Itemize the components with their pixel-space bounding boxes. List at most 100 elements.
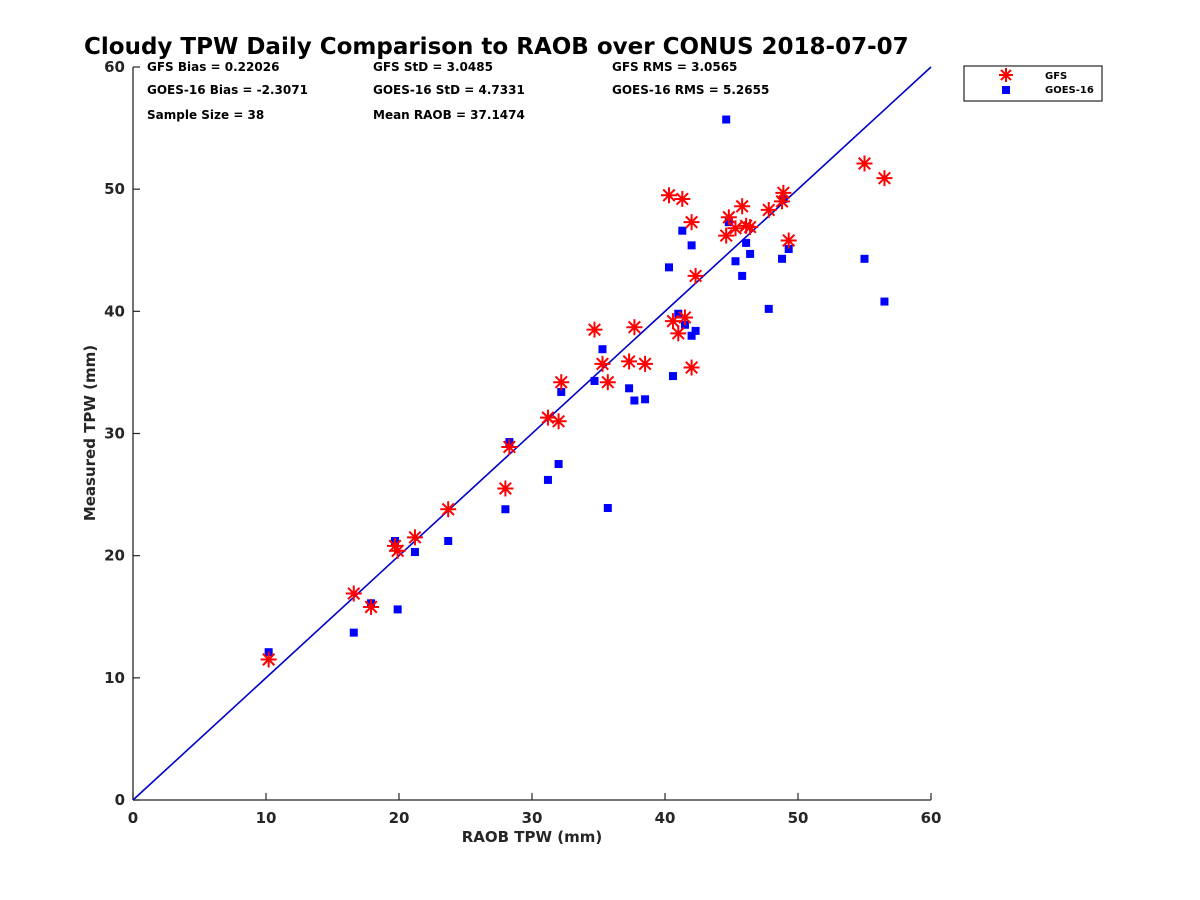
x-tick-label: 50 [788,809,809,827]
goes16-point [674,309,683,318]
legend-gfs-asterisk [999,68,1013,82]
gfs-point [497,480,514,497]
goes16-point [738,271,747,280]
gfs-point [674,190,691,207]
gfs-point [720,209,737,226]
goes16-point [764,304,773,313]
stats-annotations: GFS Bias = 0.22026 GFS StD = 3.0485 GFS … [147,60,769,122]
gfs-point [363,598,380,615]
goes16-point [731,257,740,266]
y-tick-label: 20 [104,547,125,565]
gfs-point [553,374,570,391]
gfs-point [586,321,603,338]
stat-goes-rms: GOES-16 RMS = 5.2655 [612,83,769,97]
goes16-point [641,395,650,404]
y-tick-label: 50 [104,180,125,198]
gfs-point [727,220,744,237]
gfs-point [687,267,704,284]
legend: GFS GOES-16 [963,65,1103,102]
chart-title: Cloudy TPW Daily Comparison to RAOB over… [84,34,909,60]
y-axis-label: Measured TPW (mm) [81,345,99,521]
stat-gfs-std: GFS StD = 3.0485 [373,60,493,74]
data-points [260,115,893,668]
goes16-point [598,345,607,354]
goes16-point [860,254,869,263]
gfs-point [734,198,751,215]
goes16-point [678,226,687,235]
x-tick-label: 40 [655,809,676,827]
goes16-point [691,326,700,335]
gfs-point [664,313,681,330]
goes16-point [778,254,787,263]
gfs-point [621,353,638,370]
goes16-point [625,384,634,393]
goes16-point [554,460,563,469]
x-tick-label: 60 [921,809,942,827]
legend-goes-label: GOES-16 [1045,85,1094,96]
y-tick-label: 30 [104,425,125,443]
plot-area: 0 10 20 30 40 50 60 0 10 20 30 40 50 60 [104,58,941,827]
gfs-point [775,184,792,201]
stat-gfs-bias: GFS Bias = 0.22026 [147,60,279,74]
stat-gfs-rms: GFS RMS = 3.0565 [612,60,737,74]
goes16-point [722,115,731,124]
goes16-point [668,372,677,381]
axis-ticks: 0 10 20 30 40 50 60 0 10 20 30 40 50 60 [104,58,941,827]
goes16-point [444,537,453,546]
gfs-point [670,325,687,342]
gfs-point [683,214,700,231]
reference-line-group [132,66,932,801]
stat-mean-raob: Mean RAOB = 37.1474 [373,108,525,122]
y-tick-label: 0 [115,791,125,809]
stat-goes-std: GOES-16 StD = 4.7331 [373,83,525,97]
y-tick-label: 60 [104,58,125,76]
reference-line [132,66,932,801]
gfs-point [626,319,643,336]
goes16-point [393,605,402,614]
goes16-point [630,396,639,405]
gfs-point [876,170,893,187]
gfs-point [760,201,777,218]
gfs-point [742,219,759,236]
gfs-point [599,374,616,391]
gfs-point [501,438,518,455]
goes16-point [687,331,696,340]
legend-goes-marker [1002,86,1010,94]
goes16-point [746,249,755,258]
legend-box [963,65,1103,102]
goes16-point [543,475,552,484]
goes16-point [784,245,793,254]
gfs-point [676,309,693,326]
x-tick-label: 30 [522,809,543,827]
gfs-point [683,359,700,376]
gfs-point [660,187,677,204]
goes16-point [501,505,510,514]
goes16-point [349,628,358,637]
goes16-point [590,376,599,385]
goes16-point [410,548,419,557]
gfs-point [440,501,457,518]
y-tick-label: 10 [104,669,125,687]
gfs-point [550,413,567,430]
gfs-point [637,355,654,372]
gfs-point [345,585,362,602]
goes16-point [742,238,751,247]
y-tick-label: 40 [104,302,125,320]
gfs-point [780,232,797,249]
goes16-point [664,263,673,272]
stat-goes-bias: GOES-16 Bias = -2.3071 [147,83,308,97]
goes16-point [557,387,566,396]
gfs-point [718,227,735,244]
x-tick-label: 0 [128,809,138,827]
x-axis-label: RAOB TPW (mm) [462,828,603,846]
goes16-point [687,241,696,250]
legend-gfs-label: GFS [1045,71,1067,82]
legend-goes-square [1002,86,1010,94]
gfs-point [594,355,611,372]
x-tick-label: 10 [256,809,277,827]
gfs-point [406,529,423,546]
goes16-point [603,504,612,513]
gfs-point [856,155,873,172]
